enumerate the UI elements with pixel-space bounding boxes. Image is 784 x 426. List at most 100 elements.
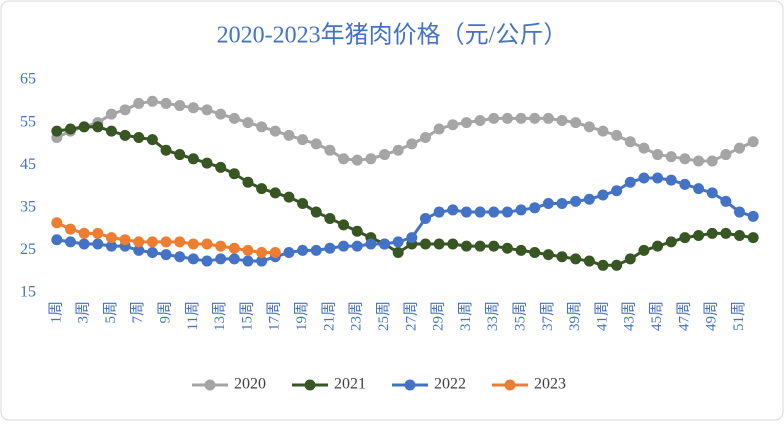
point <box>747 232 759 244</box>
point <box>624 176 636 188</box>
point <box>256 255 268 267</box>
x-tick-label: 19周 <box>293 301 310 331</box>
x-tick-label: 35周 <box>511 301 528 331</box>
legend-label: 2021 <box>334 376 366 393</box>
x-tick-label: 47周 <box>675 301 692 331</box>
point <box>706 187 718 199</box>
x-tick-label: 3周 <box>75 301 92 324</box>
point <box>78 121 90 133</box>
point <box>256 121 268 133</box>
point <box>679 232 691 244</box>
point <box>187 102 199 114</box>
point <box>365 153 377 165</box>
point <box>310 244 322 256</box>
point <box>597 189 609 201</box>
x-tick-label: 13周 <box>211 301 228 331</box>
point <box>570 117 582 129</box>
point <box>706 155 718 167</box>
x-tick-label: 15周 <box>238 301 255 331</box>
point <box>611 129 623 141</box>
point <box>133 97 145 109</box>
point <box>652 172 664 184</box>
point <box>556 251 568 263</box>
point <box>515 244 527 256</box>
point <box>665 236 677 248</box>
legend-label: 2020 <box>234 376 266 393</box>
point <box>624 253 636 265</box>
point <box>406 138 418 150</box>
x-tick-label: 23周 <box>348 301 365 331</box>
point <box>529 247 541 259</box>
point <box>556 198 568 210</box>
point <box>133 244 145 256</box>
point <box>283 247 295 259</box>
point <box>611 259 623 271</box>
point <box>105 240 117 252</box>
y-tick-label: 55 <box>20 113 36 130</box>
point <box>64 223 76 235</box>
point <box>706 227 718 239</box>
y-tick-label: 15 <box>20 284 36 301</box>
point <box>64 236 76 248</box>
x-tick-label: 43周 <box>621 301 638 331</box>
point <box>187 238 199 250</box>
point <box>693 183 705 195</box>
legend-marker <box>204 379 216 391</box>
x-tick-label: 11周 <box>184 301 201 330</box>
x-tick-label: 33周 <box>484 301 501 331</box>
x-tick-label: 25周 <box>375 301 392 331</box>
point <box>570 253 582 265</box>
point <box>720 149 732 161</box>
point <box>297 134 309 146</box>
point <box>351 154 363 166</box>
point <box>638 142 650 154</box>
point <box>242 255 254 267</box>
point <box>228 168 240 180</box>
point <box>187 153 199 165</box>
point <box>597 259 609 271</box>
point <box>734 229 746 241</box>
point <box>51 217 63 229</box>
point <box>201 157 213 169</box>
point <box>338 219 350 231</box>
point <box>92 227 104 239</box>
point <box>201 255 213 267</box>
legend-label: 2023 <box>534 376 566 393</box>
point <box>501 206 513 218</box>
point <box>460 206 472 218</box>
x-tick-label: 51周 <box>730 301 747 331</box>
point <box>583 121 595 133</box>
point <box>242 176 254 188</box>
point <box>283 129 295 141</box>
point <box>51 234 63 246</box>
point <box>474 240 486 252</box>
point <box>256 183 268 195</box>
point <box>515 112 527 124</box>
point <box>310 206 322 218</box>
point <box>105 232 117 244</box>
point <box>665 151 677 163</box>
point <box>119 104 131 116</box>
y-tick-label: 65 <box>20 71 36 88</box>
point <box>488 206 500 218</box>
x-tick-label: 41周 <box>593 301 610 331</box>
point <box>734 206 746 218</box>
point <box>187 253 199 265</box>
point <box>338 153 350 165</box>
y-tick-label: 35 <box>20 198 36 215</box>
point <box>583 193 595 205</box>
point <box>624 136 636 148</box>
point <box>529 112 541 124</box>
point <box>679 153 691 165</box>
point <box>133 132 145 144</box>
point <box>228 242 240 254</box>
series-line <box>56 125 754 267</box>
point <box>242 117 254 129</box>
x-tick-label: 27周 <box>402 301 419 331</box>
point <box>556 114 568 126</box>
point <box>419 238 431 250</box>
point <box>419 132 431 144</box>
point <box>78 227 90 239</box>
